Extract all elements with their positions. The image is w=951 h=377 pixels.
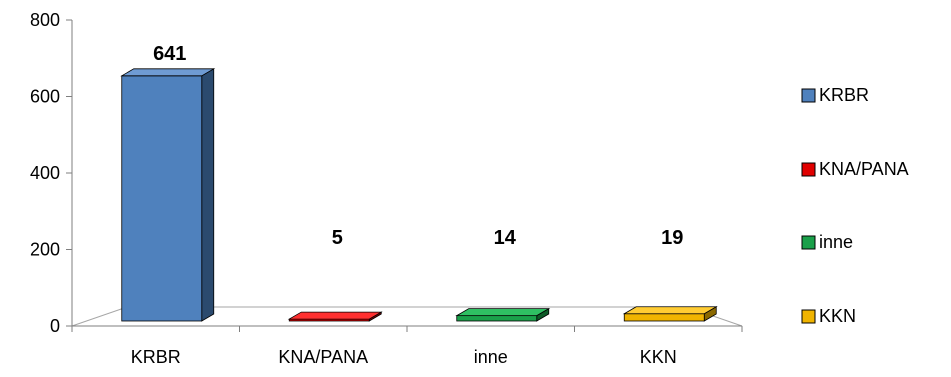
legend-swatch [801, 235, 816, 250]
legend-label: inne [819, 232, 853, 252]
data-label: 641 [153, 43, 186, 65]
y-tick-label: 200 [30, 240, 60, 260]
x-tick-label: KRBR [131, 347, 181, 367]
bar-top-kna-pana [287, 311, 383, 320]
x-tick-label: KNA/PANA [278, 347, 368, 367]
y-tick-label: 400 [30, 163, 60, 183]
x-tick-label: KKN [640, 347, 677, 367]
legend-label: KRBR [819, 85, 869, 105]
legend-swatch [801, 88, 816, 103]
data-label: 19 [661, 227, 683, 249]
bar-side-krbr [201, 68, 215, 322]
bar-top-krbr [120, 68, 216, 77]
data-label: 14 [494, 227, 517, 249]
y-tick-label: 0 [50, 316, 60, 336]
bar-top-inne [455, 308, 551, 317]
bar-inne [456, 315, 538, 322]
y-tick-label: 600 [30, 87, 60, 107]
data-label: 5 [332, 227, 343, 249]
x-tick-label: inne [474, 347, 508, 367]
bar-krbr [121, 75, 203, 322]
legend-swatch [801, 162, 816, 177]
y-tick-label: 800 [30, 10, 60, 30]
legend-swatch [801, 309, 816, 324]
bar-kkn [623, 313, 705, 322]
legend-label: KNA/PANA [819, 159, 909, 179]
bar-top-kkn [622, 306, 718, 315]
legend-label: KKN [819, 306, 856, 326]
